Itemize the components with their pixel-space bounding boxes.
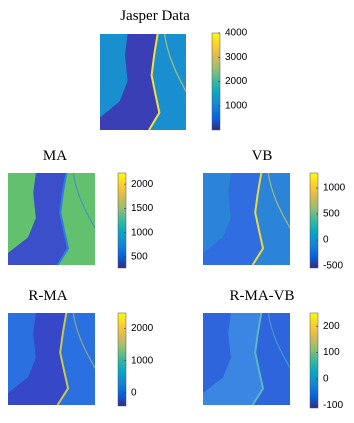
panel-title: MA (43, 148, 67, 164)
colorbar-tick-label: 1500 (131, 203, 154, 214)
colorbar-tick-label: 1000 (323, 183, 346, 194)
image-stream (72, 312, 96, 369)
image-bank (56, 312, 70, 406)
image-bank (148, 33, 161, 131)
colorbar-tick-label: 0 (323, 235, 329, 246)
image-river (203, 173, 264, 265)
colorbar-tick-label: 200 (323, 321, 340, 332)
colorbar-tick-label: -100 (323, 400, 343, 411)
image-stream (72, 172, 96, 229)
panel: MA 500 1000 1500 2000 (8, 148, 154, 269)
colorbar (309, 312, 319, 409)
colorbar-tick-label: 1000 (225, 100, 248, 111)
image-bank (251, 172, 265, 266)
colorbar-tick-label: 500 (323, 209, 340, 220)
colorbar (117, 312, 127, 407)
image-river (203, 313, 264, 405)
colorbar-tick-label: 0 (323, 374, 329, 385)
panel-title: VB (252, 148, 273, 164)
colorbar-tick-label: 1000 (131, 355, 154, 366)
panel-title: Jasper Data (120, 8, 190, 24)
colorbar-tick-label: 2000 (225, 76, 248, 87)
image-stream (267, 312, 291, 369)
panel: R-MA 0 1000 2000 (8, 288, 154, 407)
panel: VB -500 0 500 1000 (203, 148, 346, 272)
colorbar-tick-label: 500 (131, 251, 148, 262)
image-stream (267, 172, 291, 229)
colorbar-tick-label: 1000 (131, 227, 154, 238)
panel-title: R-MA (28, 288, 67, 304)
colorbar-tick-label: 4000 (225, 28, 248, 39)
panel: R-MA-VB -100 0 100 200 (203, 288, 343, 411)
colorbar-tick-label: -500 (323, 261, 343, 272)
image-river (8, 313, 69, 405)
colorbar (117, 172, 127, 269)
image-bank (251, 312, 265, 406)
colorbar-tick-label: 100 (323, 347, 340, 358)
colorbar-tick-label: 3000 (225, 52, 248, 63)
panel: Jasper Data 1000 2000 3000 4000 (100, 8, 248, 131)
image-bank (56, 172, 70, 266)
image-river (8, 173, 69, 265)
colorbar-tick-label: 0 (131, 388, 137, 399)
colorbar (309, 172, 319, 269)
colorbar-tick-label: 2000 (131, 323, 154, 334)
image-river (100, 34, 160, 130)
image-stream (163, 33, 187, 92)
panel-title: R-MA-VB (229, 288, 294, 304)
colorbar-tick-label: 2000 (131, 179, 154, 190)
